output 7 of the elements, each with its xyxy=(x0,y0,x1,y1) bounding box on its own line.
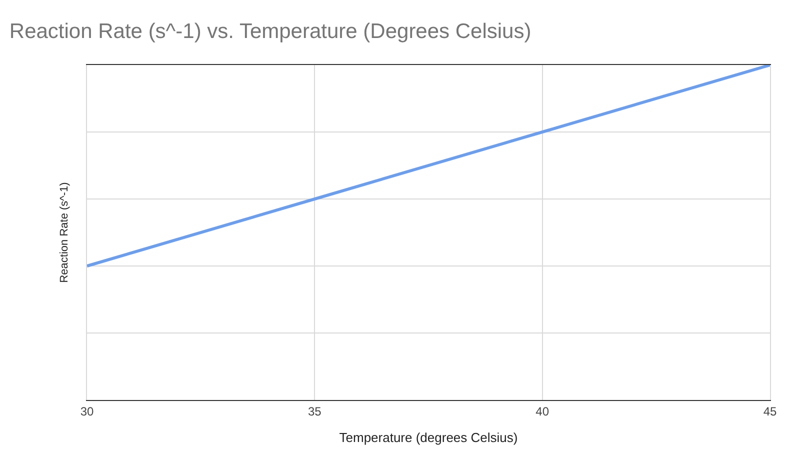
x-axis-title: Temperature (degrees Celsius) xyxy=(339,430,518,445)
x-tick-label: 40 xyxy=(536,404,550,418)
y-axis-title: Reaction Rate (s^-1) xyxy=(58,182,71,283)
chart-title: Reaction Rate (s^-1) vs. Temperature (Degrees Celsius) xyxy=(9,20,532,43)
x-tick-label: 30 xyxy=(80,404,94,418)
x-tick-label: 45 xyxy=(763,404,777,418)
x-tick-label: 35 xyxy=(308,404,322,418)
